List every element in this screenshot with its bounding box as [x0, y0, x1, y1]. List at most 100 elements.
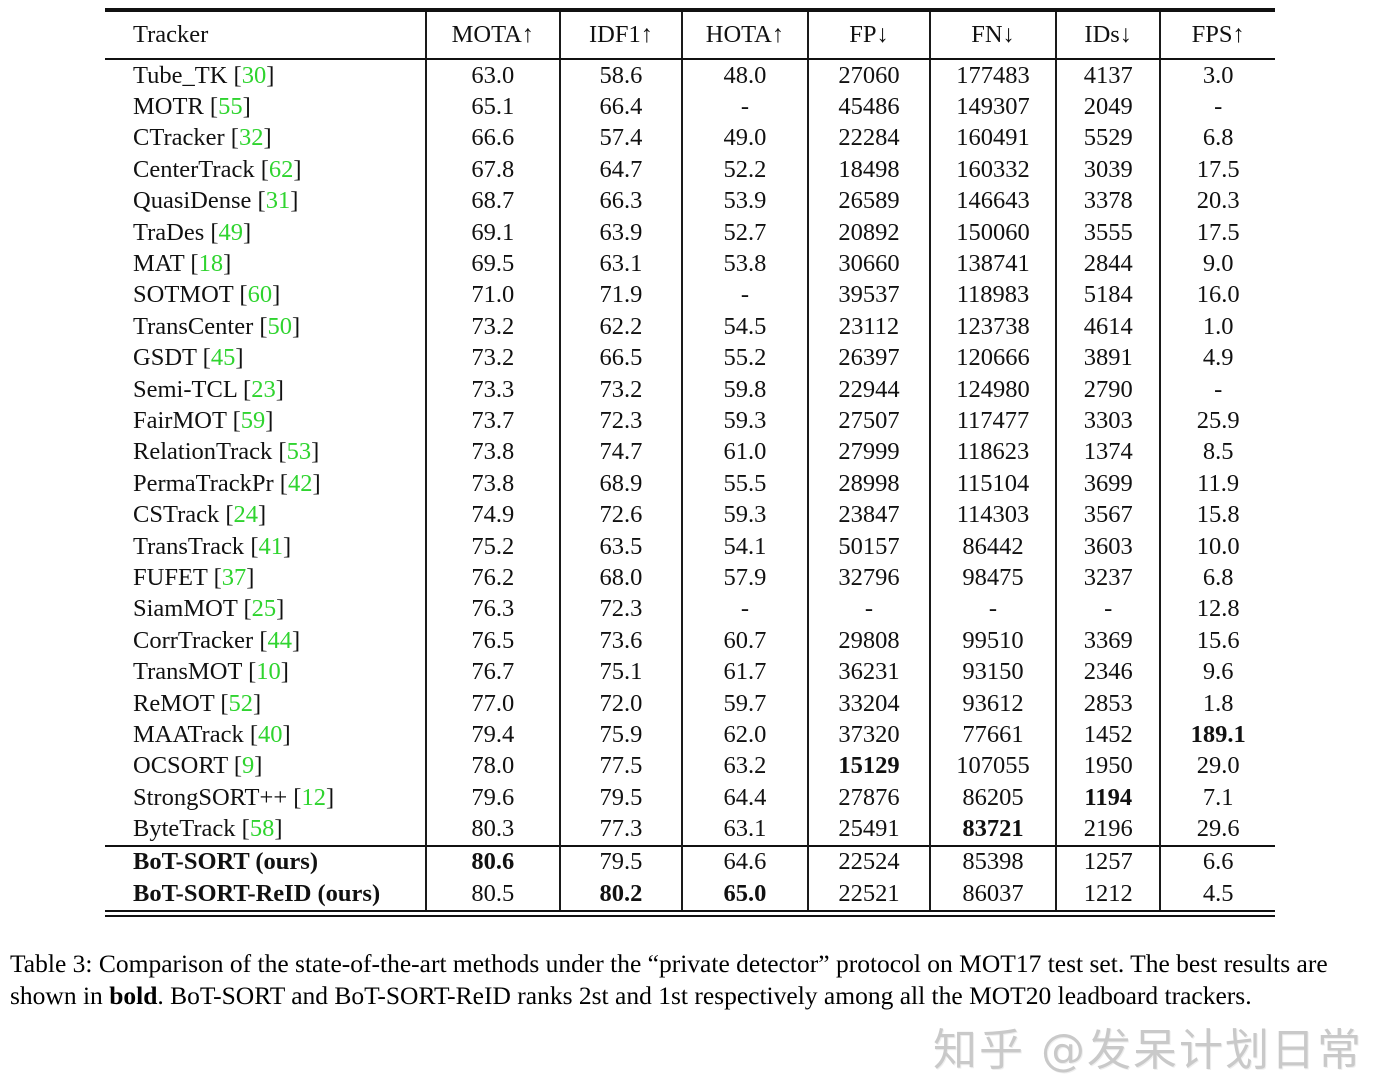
metric-cell: 22284	[807, 122, 930, 155]
metric-cell: 20.3	[1159, 185, 1275, 217]
tracker-name: TransMOT	[133, 658, 242, 686]
metric-cell: 189.1	[1159, 719, 1275, 751]
metric-cell: 73.2	[424, 311, 561, 343]
metric-cell: 25491	[807, 813, 930, 846]
metric-cell: 3.0	[1159, 59, 1275, 92]
citation-ref: 30	[241, 61, 267, 89]
tracker-name: TransCenter	[133, 312, 254, 340]
metric-cell: 3567	[1055, 499, 1161, 531]
tracker-name-cell: TransTrack [41]	[133, 532, 292, 560]
metric-cell: 73.8	[424, 436, 561, 469]
column-header-tracker: Tracker	[105, 10, 426, 60]
table-row: BoT-SORT-ReID (ours) 80.5 80.2 65.0 22521 860…	[105, 878, 1275, 912]
metric-cell: 1212	[1055, 878, 1161, 912]
metric-cell: 72.6	[559, 499, 682, 531]
metric-cell: 3699	[1055, 468, 1161, 500]
citation-ref: 41	[258, 532, 283, 560]
metric-cell: 32796	[807, 562, 930, 594]
metric-cell: 11.9	[1159, 468, 1275, 500]
metric-cell: 48.0	[680, 59, 809, 92]
metric-cell: 27060	[807, 59, 930, 92]
table-row: SiamMOT [25] 76.3 72.3- - - -12.8	[105, 593, 1275, 626]
metric-cell: 123738	[928, 311, 1057, 343]
metric-cell: 76.2	[424, 562, 561, 594]
metric-cell: 73.7	[424, 405, 561, 437]
tracker-name-cell: TransCenter [50]	[133, 312, 301, 340]
table-row: TransCenter [50] 73.2 62.2 54.5 23112 123738 4…	[105, 311, 1275, 343]
metric-cell: 86205	[928, 781, 1057, 814]
metric-cell: 55.2	[680, 342, 809, 374]
metric-cell: 80.6	[424, 844, 561, 879]
citation-ref: 10	[256, 658, 281, 686]
metric-cell: 80.5	[424, 878, 561, 912]
tracker-name-cell: SOTMOT [60]	[133, 281, 281, 309]
tracker-name-cell: StrongSORT++ [12]	[133, 783, 335, 811]
metric-cell: 28998	[807, 468, 930, 500]
metric-cell: 117477	[928, 405, 1057, 437]
metric-cell: 15.6	[1159, 625, 1275, 657]
metric-cell: 50157	[807, 530, 930, 563]
citation-ref: 25	[251, 595, 277, 623]
metric-cell: 8.5	[1159, 436, 1275, 469]
metric-cell: 59.3	[680, 499, 809, 531]
table-row: Semi-TCL [23] 73.3 73.2 59.8 22944 124980 2790…	[105, 373, 1275, 406]
column-header-fps: FPS↑	[1159, 10, 1275, 60]
table-row: TraDes [49] 69.1 63.9 52.7 20892 150060 3555 17…	[105, 216, 1275, 249]
metric-cell: 64.6	[680, 844, 809, 879]
metric-cell: 2049	[1055, 91, 1161, 123]
metric-cell: 118983	[928, 279, 1057, 312]
metric-cell: 52.7	[680, 216, 809, 249]
caption-text-part2: . BoT-SORT and BoT-SORT-ReID ranks 2st a…	[157, 980, 1252, 1010]
metric-cell: 75.1	[559, 656, 682, 688]
tracker-name-cell: CenterTrack [62]	[133, 155, 302, 183]
tracker-name-cell: ByteTrack [58]	[133, 815, 283, 843]
metric-cell: 69.1	[424, 216, 561, 249]
metric-cell: 93150	[928, 656, 1057, 688]
metric-cell: 1374	[1055, 436, 1161, 469]
metric-cell: 85398	[928, 844, 1057, 879]
metric-cell: 71.0	[424, 279, 561, 312]
table-row: RelationTrack [53] 73.8 74.7 61.0 27999 11862…	[105, 436, 1275, 469]
metric-cell: 67.8	[424, 154, 561, 186]
metric-cell: 76.7	[424, 656, 561, 688]
metric-cell: 4.9	[1159, 342, 1275, 374]
tracker-name-cell: QuasiDense [31]	[133, 187, 299, 215]
metric-cell: 9.6	[1159, 656, 1275, 688]
metric-cell: 3378	[1055, 185, 1161, 217]
metric-cell: 98475	[928, 562, 1057, 594]
metric-cell: 138741	[928, 248, 1057, 280]
tracker-name: BoT-SORT-ReID (ours)	[133, 879, 381, 907]
metric-cell: 6.8	[1159, 562, 1275, 594]
metric-cell: 74.7	[559, 436, 682, 469]
column-header-ids: IDs↓	[1055, 10, 1161, 60]
table-row: MAATrack [40] 79.4 75.9 62.0 37320 77661 1452 1…	[105, 719, 1275, 751]
metric-cell: 66.4	[559, 91, 682, 123]
metric-cell: 52.2	[680, 154, 809, 186]
tracker-name-cell: MAATrack [40]	[133, 720, 291, 748]
metric-cell: 77661	[928, 719, 1057, 751]
tracker-name-cell: CSTrack [24]	[133, 501, 267, 529]
metric-cell: 107055	[928, 750, 1057, 782]
metric-cell: 57.9	[680, 562, 809, 594]
metric-cell: 27999	[807, 436, 930, 469]
metric-cell: 66.5	[559, 342, 682, 374]
metric-cell: 27507	[807, 405, 930, 437]
metric-cell: 3303	[1055, 405, 1161, 437]
metric-cell: 22944	[807, 373, 930, 406]
metric-cell: 36231	[807, 656, 930, 688]
tracker-name: SOTMOT	[133, 281, 234, 309]
metric-cell: 68.7	[424, 185, 561, 217]
metric-cell: 146643	[928, 185, 1057, 217]
tracker-name-cell: RelationTrack [53]	[133, 438, 320, 466]
metric-cell: 79.5	[559, 844, 682, 879]
metric-cell: 1.0	[1159, 311, 1275, 343]
zhihu-watermark: 知乎 @发呆计划日常	[933, 1025, 1363, 1076]
tracker-name: FairMOT	[133, 406, 227, 434]
metric-cell: 2790	[1055, 373, 1161, 406]
metric-cell: 3237	[1055, 562, 1161, 594]
metric-cell: 63.9	[559, 216, 682, 249]
citation-ref: 55	[218, 93, 243, 121]
metric-cell: 12.8	[1159, 593, 1275, 626]
table-row: ByteTrack [58] 80.3 77.3 63.1 25491 83721 2196…	[105, 813, 1275, 846]
tracker-name-cell: SiamMOT [25]	[133, 595, 285, 623]
